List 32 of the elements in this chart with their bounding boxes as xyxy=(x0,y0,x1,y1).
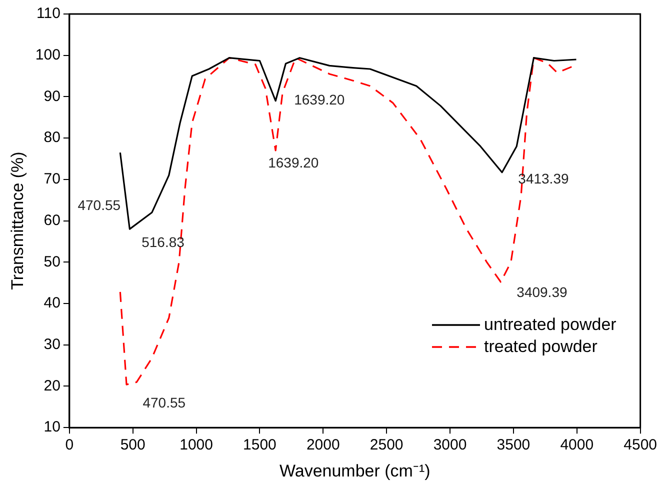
y-tick-label: 100 xyxy=(35,46,60,64)
y-tick-label: 10 xyxy=(44,418,60,436)
x-tick-label: 4500 xyxy=(624,436,658,454)
x-tick-label: 500 xyxy=(120,436,146,454)
y-tick-label: 50 xyxy=(44,253,60,270)
y-tick-label: 70 xyxy=(44,170,60,188)
y-axis-title: Transmittance (%) xyxy=(8,152,27,290)
y-tick-label: 40 xyxy=(44,294,60,312)
x-tick-label: 3000 xyxy=(433,436,467,454)
y-tick-label: 110 xyxy=(36,5,60,22)
legend-label: treated powder xyxy=(484,336,598,357)
x-tick-label: 2000 xyxy=(306,436,340,454)
annotation: 516.83 xyxy=(142,234,185,250)
annotation: 1639.20 xyxy=(294,92,345,108)
y-tick-label: 20 xyxy=(44,377,60,394)
annotation: 1639.20 xyxy=(268,154,319,170)
y-tick-label: 90 xyxy=(44,88,60,105)
annotation: 470.55 xyxy=(142,394,186,410)
x-tick-label: 1500 xyxy=(243,436,276,454)
x-axis-title: Wavenumber (cm⁻¹) xyxy=(279,461,430,480)
x-tick-label: 2500 xyxy=(370,436,404,454)
y-tick-label: 30 xyxy=(44,336,60,354)
x-tick-label: 0 xyxy=(65,436,74,454)
y-tick-label: 80 xyxy=(44,129,60,146)
y-tick-label: 60 xyxy=(44,212,60,229)
x-tick-label: 1000 xyxy=(180,436,213,454)
annotation: 3409.39 xyxy=(516,284,568,300)
annotation: 3413.39 xyxy=(518,170,569,186)
annotation: 470.55 xyxy=(78,196,121,213)
legend-label: untreated powder xyxy=(484,314,616,335)
x-tick-label: 3500 xyxy=(496,436,530,454)
x-tick-label: 4000 xyxy=(560,436,594,454)
